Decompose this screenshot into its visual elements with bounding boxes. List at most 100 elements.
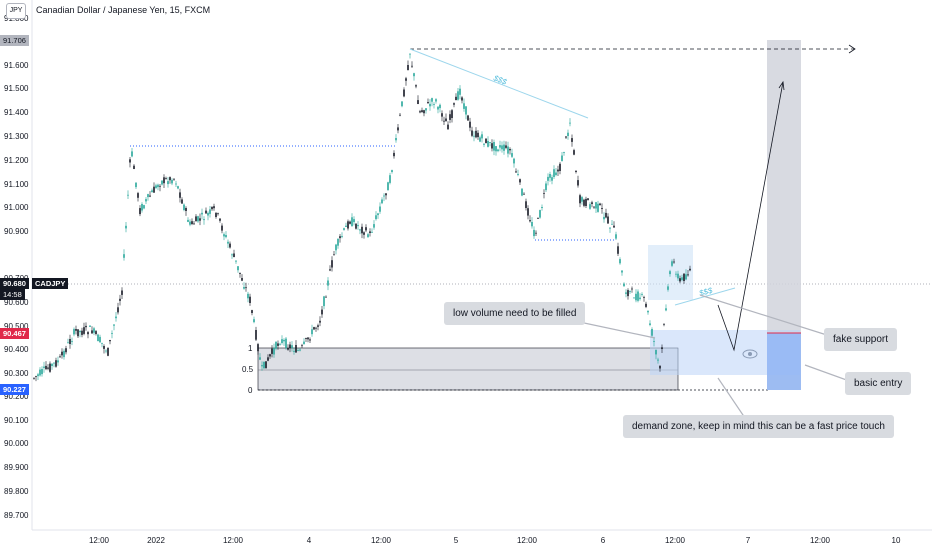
candle-body	[393, 152, 395, 157]
candle-body	[315, 327, 317, 329]
candle-body	[447, 124, 449, 130]
price-axis[interactable]: 91.80091.60091.50091.40091.30091.20091.1…	[4, 14, 29, 520]
projection-path[interactable]	[717, 81, 784, 352]
candle-body	[571, 138, 573, 142]
candle-body	[305, 338, 307, 339]
candle-body	[665, 308, 667, 311]
candle-body	[421, 110, 423, 112]
price-tick-label: 89.800	[4, 487, 29, 496]
candle-body	[265, 361, 267, 369]
candle-body	[267, 357, 269, 361]
candle-body	[225, 235, 227, 238]
time-axis[interactable]: 12:00 2022 12:00 4 12:00 5 12:00 6 12:00 7 12:00 10	[89, 536, 901, 545]
candle-body	[675, 273, 677, 275]
candle-body	[557, 169, 559, 172]
candle-body	[433, 104, 435, 105]
annotation-demand-zone[interactable]: demand zone, keep in mind this can be a …	[623, 415, 894, 438]
price-tag-high: 91.706	[0, 35, 29, 46]
candle-body	[45, 365, 47, 370]
annotation-basic-entry[interactable]: basic entry	[845, 372, 912, 395]
candle-body	[515, 171, 517, 173]
candle-body	[171, 179, 173, 184]
annotation-fake-support[interactable]: fake support	[824, 328, 898, 351]
candle-body	[563, 152, 565, 153]
candle-body	[397, 127, 399, 131]
candle-body	[73, 329, 75, 335]
candle-body	[71, 341, 73, 342]
candle-body	[237, 266, 239, 271]
candle-body	[579, 195, 581, 204]
price-tag-countdown: 14:58	[0, 289, 25, 300]
candle-body	[341, 236, 343, 237]
candle-body	[37, 374, 39, 377]
candle-body	[231, 254, 233, 256]
candle-body	[253, 319, 255, 323]
annotation-low-volume[interactable]: low volume need to be filled	[444, 302, 586, 325]
candle-body	[427, 102, 429, 104]
currency-button[interactable]: JPY	[6, 3, 26, 19]
candle-body	[193, 223, 195, 225]
candle-body	[649, 323, 651, 325]
candle-body	[559, 163, 561, 171]
candle-body	[505, 145, 507, 148]
candle-body	[97, 334, 99, 342]
candle-body	[307, 337, 309, 340]
price-tick-label: 90.400	[4, 345, 29, 354]
candle-body	[353, 219, 355, 223]
time-tick-label: 12:00	[223, 536, 244, 545]
candle-body	[61, 351, 63, 356]
target-arrowhead	[848, 44, 856, 54]
candle-body	[91, 330, 93, 334]
candle-body	[255, 330, 257, 340]
price-tick-label: 90.300	[4, 369, 29, 378]
candle-body	[139, 208, 141, 215]
candle-body	[529, 220, 531, 222]
trendline-top[interactable]	[409, 48, 589, 119]
candle-body	[531, 222, 533, 227]
price-tag-current: 90.680	[0, 278, 29, 289]
candle-body	[159, 185, 161, 187]
candle-body	[173, 178, 175, 180]
candle-body	[175, 183, 177, 185]
fib-zone-rect[interactable]	[257, 347, 679, 391]
candle-body	[137, 193, 139, 198]
candle-body	[577, 180, 579, 186]
candle-body	[425, 108, 427, 111]
callout-line-demand	[717, 377, 746, 419]
candle-body	[429, 103, 431, 107]
candle-body	[151, 190, 153, 193]
candle-body	[573, 150, 575, 155]
candle-body	[617, 246, 619, 254]
candle-body	[47, 367, 49, 369]
candle-body	[689, 268, 691, 271]
candle-body	[509, 149, 511, 151]
candle-body	[395, 138, 397, 141]
price-tag-blue: 90.227	[0, 384, 29, 395]
price-tag-red: 90.467	[0, 328, 29, 339]
candle-body	[525, 201, 527, 208]
candle-body	[497, 149, 499, 152]
candle-body	[503, 144, 505, 151]
candle-body	[215, 212, 217, 217]
candle-body	[581, 197, 583, 202]
candle-body	[183, 204, 185, 210]
candle-body	[367, 234, 369, 238]
candle-body	[41, 369, 43, 375]
candle-body	[245, 287, 247, 289]
candle-body	[455, 96, 457, 101]
candle-body	[295, 345, 297, 353]
candle-body	[327, 280, 329, 286]
candlestick-series[interactable]	[33, 53, 691, 382]
candle-body	[555, 172, 557, 175]
candle-body	[597, 203, 599, 212]
candle-body	[493, 142, 495, 151]
candle-body	[535, 232, 537, 234]
eye-icon[interactable]	[742, 349, 758, 359]
candle-body	[661, 347, 663, 349]
candle-body	[121, 290, 123, 295]
time-tick-label: 12:00	[517, 536, 538, 545]
candle-body	[349, 221, 351, 224]
candle-body	[381, 199, 383, 204]
candle-body	[369, 231, 371, 233]
